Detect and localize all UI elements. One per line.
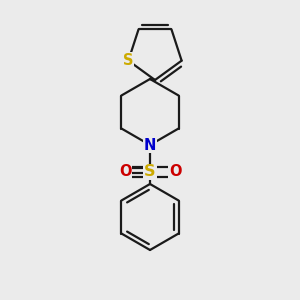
Text: O: O	[119, 164, 131, 179]
Text: N: N	[144, 137, 156, 152]
Text: S: S	[123, 53, 134, 68]
Text: O: O	[169, 164, 181, 179]
Text: S: S	[144, 164, 156, 179]
